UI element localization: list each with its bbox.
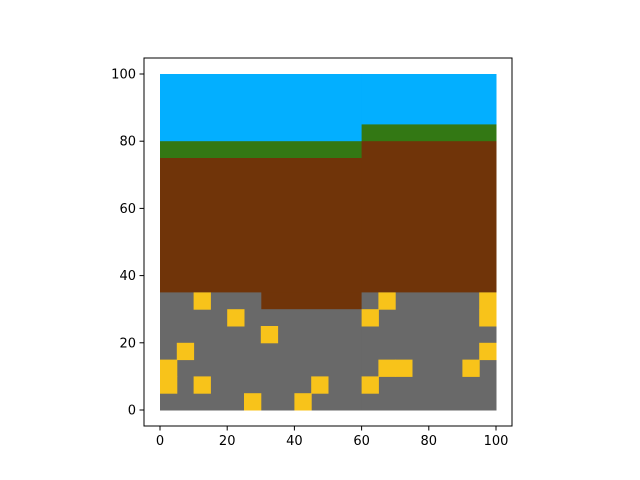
y-tick-label: 40 xyxy=(119,269,136,284)
gold-cell xyxy=(378,292,396,310)
y-tick-label: 80 xyxy=(119,135,136,150)
gold-cell xyxy=(479,309,497,327)
dirt-region xyxy=(361,141,497,293)
x-tick-label: 0 xyxy=(156,434,164,449)
dirt-region xyxy=(260,292,363,310)
x-tick-label: 40 xyxy=(286,434,303,449)
axes-frame xyxy=(143,57,513,427)
gold-cell xyxy=(361,309,379,327)
y-axis: 0 20 40 60 80 100 xyxy=(111,68,144,419)
gold-cell xyxy=(361,376,379,394)
gold-cell xyxy=(479,292,497,310)
gold-cell xyxy=(244,393,262,411)
y-tick-label: 100 xyxy=(111,68,136,83)
stone-region xyxy=(361,292,497,411)
gold-cell xyxy=(311,376,329,394)
gold-cell xyxy=(160,359,178,377)
x-tick-label: 60 xyxy=(353,434,370,449)
gold-cell xyxy=(294,393,312,411)
sky-region xyxy=(160,74,363,142)
x-tick-label: 100 xyxy=(484,434,509,449)
y-tick-label: 20 xyxy=(119,336,136,351)
gold-cell xyxy=(193,376,211,394)
x-tick-label: 20 xyxy=(219,434,236,449)
x-tick-label: 80 xyxy=(421,434,438,449)
gold-cell xyxy=(227,309,245,327)
gold-cell xyxy=(378,359,396,377)
gold-cell xyxy=(176,342,195,361)
gold-cell xyxy=(193,292,211,310)
grass-region xyxy=(361,124,497,142)
x-axis: 0 20 40 60 80 100 xyxy=(156,426,509,449)
heatmap-cells xyxy=(160,74,497,411)
gold-cell xyxy=(462,359,480,377)
gold-cell xyxy=(260,326,279,344)
y-tick-label: 0 xyxy=(128,404,136,419)
sky-region xyxy=(361,74,497,125)
grass-region xyxy=(160,141,363,159)
dirt-region xyxy=(160,158,363,293)
gold-cell xyxy=(479,342,497,361)
gold-cell xyxy=(160,376,178,394)
gold-cell xyxy=(395,359,413,377)
y-tick-label: 60 xyxy=(119,202,136,217)
